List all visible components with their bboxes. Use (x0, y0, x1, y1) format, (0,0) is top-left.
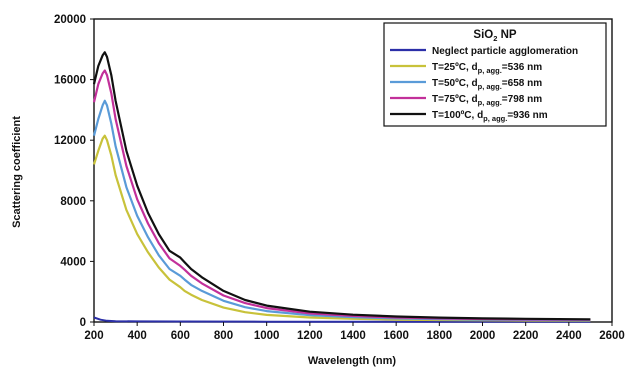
legend-label: T=50ºC, dp, agg.=658 nm (432, 78, 542, 91)
series-layer (92, 51, 591, 323)
y-tick-label: 12000 (54, 135, 86, 147)
series-line-2 (92, 99, 591, 322)
legend-box (383, 22, 607, 127)
x-tick-label: 2600 (599, 330, 625, 342)
series-line-1 (92, 134, 591, 322)
x-tick-label: 1000 (254, 330, 280, 342)
x-axis-title: Wavelength (nm) (308, 355, 397, 367)
x-tick-label: 2200 (513, 330, 539, 342)
x-tick-label: 2400 (556, 330, 582, 342)
legend-label: T=100ºC, dp, agg.=936 nm (432, 110, 548, 123)
y-axis-title: Scattering coefficient (11, 116, 23, 228)
y-tick-label: 20000 (54, 14, 86, 26)
series-line-4 (92, 51, 591, 321)
x-tick-label: 1800 (427, 330, 453, 342)
x-axis: 200 400 600 800 1000 1200 1400 1600 1800 2000 2200… (84, 322, 625, 342)
legend-label: T=25ºC, dp, agg.=536 nm (432, 62, 542, 75)
x-tick-label: 1200 (297, 330, 323, 342)
series-line-0 (93, 316, 591, 323)
y-axis: 0 4000 8000 12000 16000 20000 (54, 14, 94, 329)
x-tick-label: 1600 (383, 330, 409, 342)
x-tick-label: 200 (84, 330, 103, 342)
x-tick-label: 600 (171, 330, 190, 342)
y-tick-label: 0 (80, 317, 86, 329)
y-tick-label: 16000 (54, 75, 86, 87)
legend-entries: Neglect particle agglomeration T=25ºC, dp… (390, 46, 578, 123)
y-tick-label: 4000 (60, 256, 86, 268)
legend-label: T=75ºC, dp, agg.=798 nm (432, 94, 542, 107)
x-tick-label: 800 (214, 330, 233, 342)
legend: SiO2 NP Neglect particle agglomeration T=… (383, 22, 607, 127)
x-tick-label: 1400 (340, 330, 366, 342)
x-tick-label: 2000 (470, 330, 496, 342)
legend-title: SiO2 NP (473, 29, 516, 43)
y-tick-label: 8000 (60, 196, 86, 208)
x-tick-label: 400 (128, 330, 147, 342)
legend-label: Neglect particle agglomeration (432, 46, 578, 57)
